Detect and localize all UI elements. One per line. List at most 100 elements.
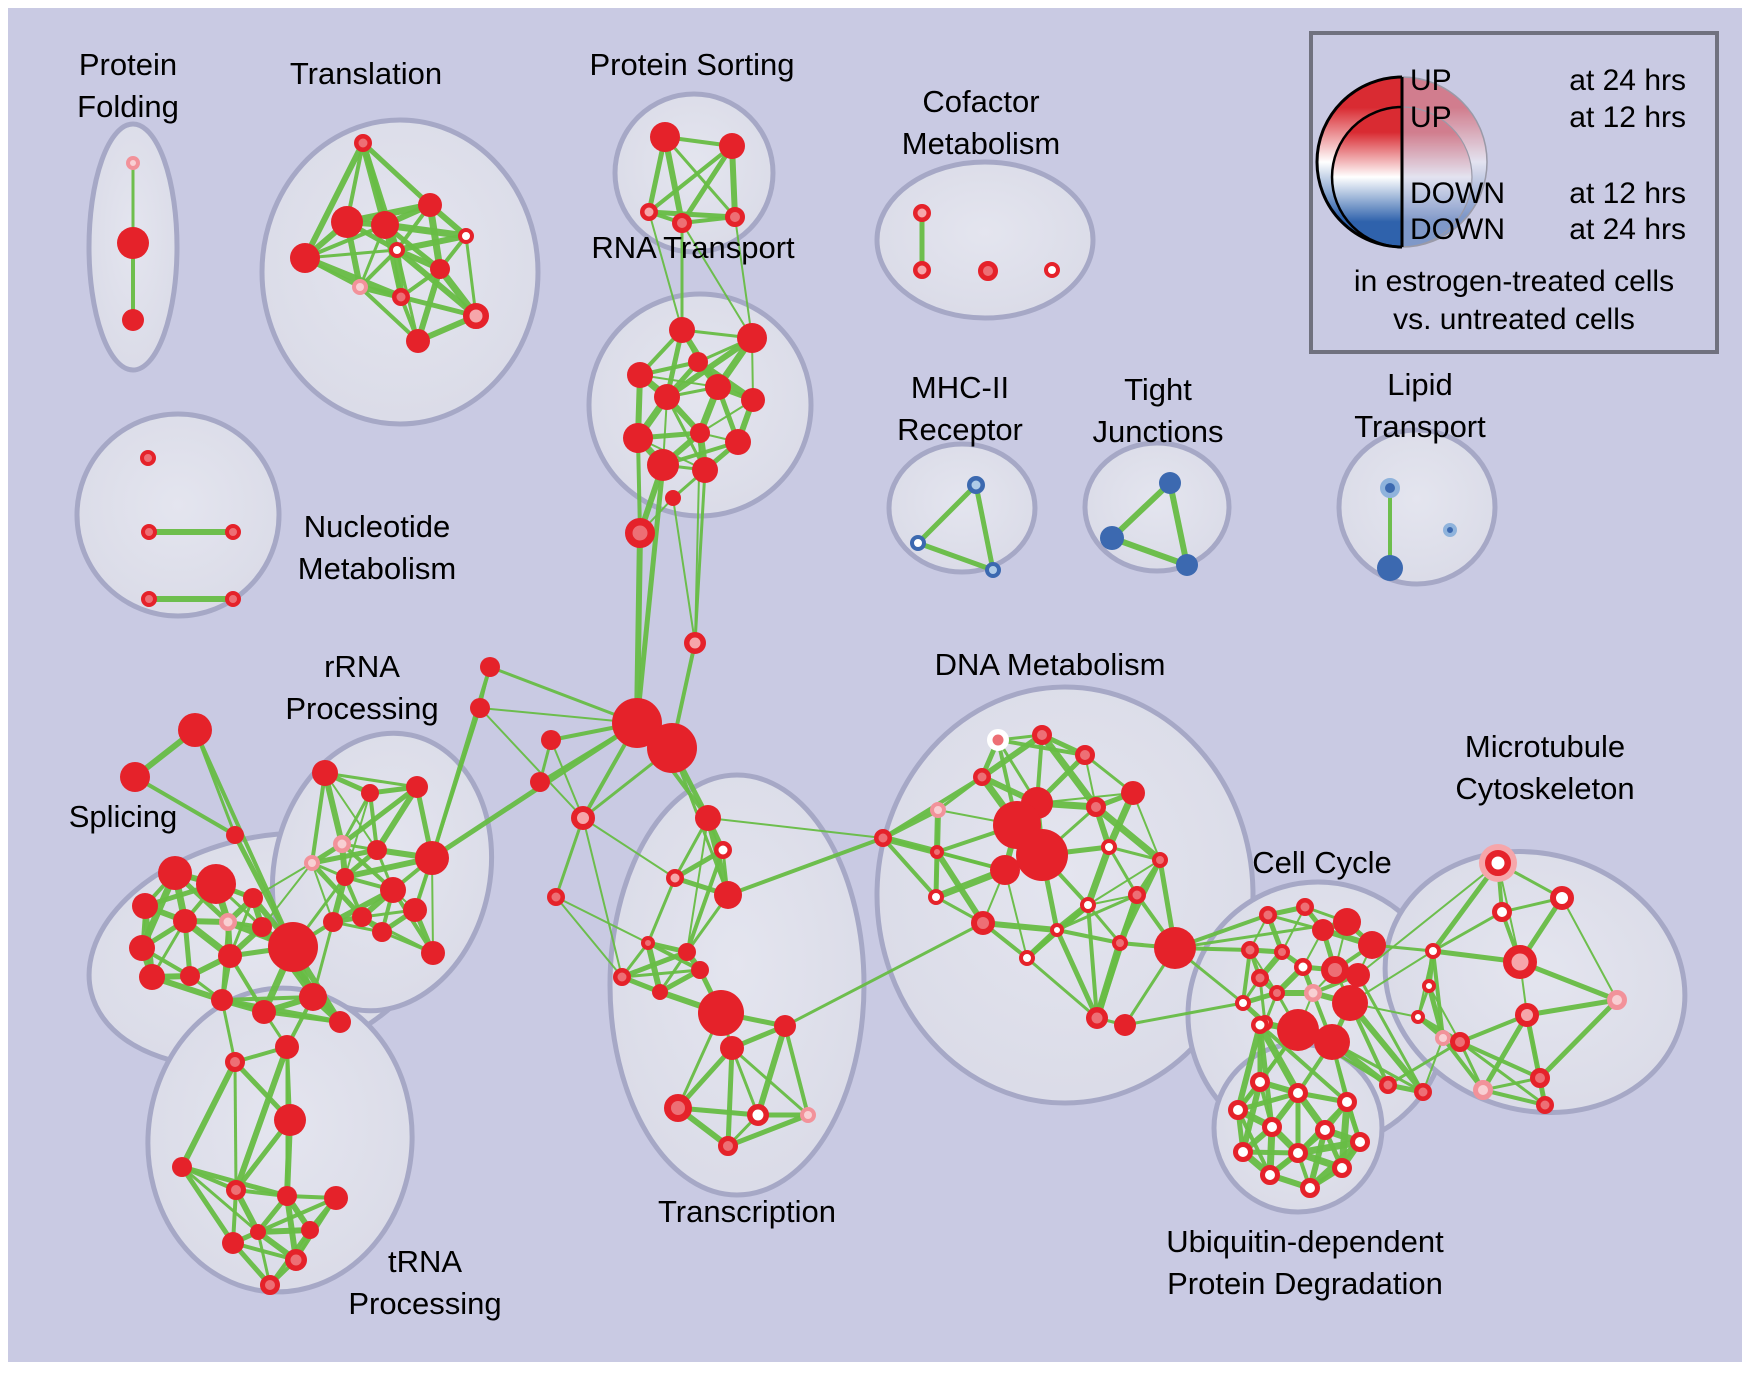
node xyxy=(1443,523,1457,537)
node xyxy=(641,936,655,950)
node xyxy=(120,762,150,792)
node xyxy=(329,1011,351,1033)
edge xyxy=(1386,1040,1462,1087)
edge xyxy=(1428,985,1461,1043)
cluster-label-mhc-ii-receptor: MHC-II Receptor xyxy=(897,370,1023,447)
edge xyxy=(1109,535,1190,568)
edge xyxy=(550,739,584,819)
edge xyxy=(582,817,676,879)
node xyxy=(1235,995,1251,1011)
edge xyxy=(1086,903,1099,1020)
node xyxy=(1346,963,1370,987)
node xyxy=(1379,1076,1397,1094)
node xyxy=(913,261,931,279)
node xyxy=(654,384,680,410)
cluster-ellipse-protein-sorting xyxy=(612,91,776,255)
edge xyxy=(340,791,372,846)
edge xyxy=(726,836,885,897)
node xyxy=(1019,950,1035,966)
node xyxy=(720,1036,744,1060)
edge xyxy=(323,771,419,789)
node xyxy=(250,1224,266,1240)
node xyxy=(978,261,998,281)
node xyxy=(1411,1010,1425,1024)
edge xyxy=(915,482,979,546)
node xyxy=(1128,886,1146,904)
node xyxy=(1414,1083,1432,1101)
cluster-label-protein-folding: Protein Folding xyxy=(77,47,179,124)
legend-outer-arc-faint xyxy=(1401,76,1488,248)
node xyxy=(243,888,263,908)
node xyxy=(913,204,931,222)
cluster-label-cell-cycle: Cell Cycle xyxy=(1252,845,1392,880)
node xyxy=(141,591,157,607)
cluster-labels: Protein Folding Translation Protein Sorting… xyxy=(69,47,1635,1321)
node xyxy=(640,203,658,221)
node xyxy=(1101,839,1117,855)
edge xyxy=(339,784,420,847)
node xyxy=(1288,1143,1308,1163)
node xyxy=(672,213,692,233)
edge xyxy=(233,1044,290,1193)
edge xyxy=(219,997,343,1025)
edge xyxy=(1092,803,1164,864)
cluster-label-cofactor-metabolism: Cofactor Metabolism xyxy=(902,84,1061,161)
edge xyxy=(755,1023,788,1118)
node xyxy=(737,323,767,353)
cluster-ellipse-cofactor-metabolism xyxy=(874,159,1096,321)
node xyxy=(647,449,679,481)
node xyxy=(226,826,244,844)
node xyxy=(1154,927,1196,969)
edge xyxy=(1294,1138,1364,1157)
node xyxy=(352,279,368,295)
edge xyxy=(360,915,435,955)
edge xyxy=(415,266,443,344)
cluster-ellipse-rna-transport xyxy=(586,291,814,519)
edge xyxy=(1357,862,1499,976)
network-layer: Protein Folding Translation Protein Sorting… xyxy=(69,47,1688,1321)
edge xyxy=(1458,1040,1542,1080)
node xyxy=(1473,1080,1493,1100)
node xyxy=(1086,797,1106,817)
edge xyxy=(636,436,642,535)
node xyxy=(1251,969,1269,987)
edge xyxy=(1481,1088,1547,1107)
node xyxy=(1259,906,1277,924)
node xyxy=(666,869,684,887)
edge xyxy=(934,849,986,926)
edge xyxy=(1537,997,1620,1081)
edge xyxy=(374,784,420,853)
node xyxy=(1032,725,1052,745)
node xyxy=(1358,931,1386,959)
node xyxy=(415,841,449,875)
edge xyxy=(725,1112,811,1149)
edge xyxy=(1109,480,1173,541)
node xyxy=(333,835,351,853)
node xyxy=(129,935,155,961)
node xyxy=(678,943,696,961)
node xyxy=(987,729,1009,751)
cluster-label-trna-processing: tRNA Processing xyxy=(348,1244,501,1321)
edge xyxy=(645,940,663,995)
edge xyxy=(1524,1012,1548,1108)
node xyxy=(1304,984,1322,1002)
node xyxy=(275,1035,299,1059)
node xyxy=(225,524,241,540)
legend-dir-down24: DOWN xyxy=(1410,213,1505,246)
node xyxy=(122,309,144,331)
node xyxy=(480,657,500,677)
edge xyxy=(464,234,478,318)
edge xyxy=(648,211,683,331)
legend-note-line2: vs. untreated cells xyxy=(1393,303,1635,336)
node xyxy=(800,1107,816,1123)
node xyxy=(117,227,149,259)
edge xyxy=(311,862,334,923)
edge xyxy=(302,140,366,261)
edge xyxy=(193,728,295,949)
edge xyxy=(1458,1040,1547,1107)
node xyxy=(380,877,406,903)
node xyxy=(612,698,662,748)
edge xyxy=(256,1196,338,1234)
edge xyxy=(1054,927,1100,1021)
